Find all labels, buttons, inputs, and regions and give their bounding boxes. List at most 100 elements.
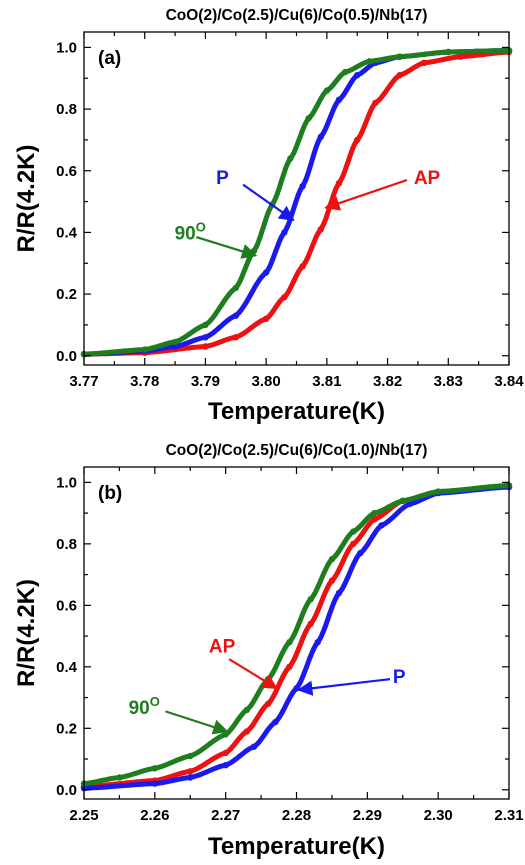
data-point-AP	[307, 620, 314, 627]
x-tick-label: 3.77	[69, 373, 98, 390]
annotation-superscript: O	[196, 219, 206, 234]
data-point-P	[222, 762, 229, 769]
series-90	[80, 482, 513, 787]
data-point-P	[354, 72, 361, 79]
annotation-arrow-AP	[324, 178, 408, 211]
y-tick-label: 0.4	[56, 224, 78, 241]
data-point-90	[350, 528, 357, 535]
data-point-90	[243, 706, 251, 714]
data-point-90	[435, 488, 442, 495]
x-tick-label: 2.25	[69, 807, 98, 824]
data-point-P	[262, 269, 270, 276]
data-point-AP	[232, 334, 239, 341]
chart-panel-a: CoO(2)/Co(2.5)/Cu(6)/Co(0.5)/Nb(17) 3.77 3…	[13, 7, 524, 425]
data-point-90	[232, 284, 239, 292]
x-axis-label: Temperature(K)	[208, 398, 385, 425]
x-axis-label: Temperature(K)	[208, 833, 385, 860]
data-point-P	[299, 183, 306, 190]
annotation-label-P: P	[216, 168, 229, 189]
data-point-P	[317, 133, 324, 140]
data-point-90	[116, 774, 123, 781]
data-point-P	[314, 639, 321, 646]
data-point-P	[232, 312, 239, 319]
data-point-P	[171, 343, 179, 350]
data-point-90	[366, 58, 373, 65]
annotation-label-90: 90O	[175, 219, 206, 244]
data-point-90	[187, 752, 194, 760]
data-point-90	[399, 497, 406, 504]
y-tick-label: 1.0	[56, 474, 77, 491]
data-point-P	[335, 96, 343, 104]
x-tick-label: 3.78	[130, 373, 159, 390]
data-point-AP	[328, 577, 336, 584]
x-tick-label: 2.28	[282, 807, 311, 824]
data-point-AP	[372, 99, 379, 107]
data-point-AP	[202, 343, 209, 350]
x-tick-label: 3.80	[252, 373, 281, 390]
x-tick-label: 2.31	[494, 807, 523, 824]
y-axis-label: R/R(4.2K)	[13, 579, 40, 687]
annotation-label-P: P	[393, 667, 406, 688]
data-point-90	[151, 765, 158, 772]
y-tick-label: 0.8	[56, 536, 77, 553]
data-point-90	[323, 87, 331, 94]
y-tick-label: 0.0	[56, 348, 77, 365]
data-point-90	[287, 155, 294, 162]
data-point-AP	[286, 663, 293, 670]
annotation-arrow-P	[242, 183, 295, 221]
chart-title: CoO(2)/Co(2.5)/Cu(6)/Co(0.5)/Nb(17)	[166, 7, 428, 24]
data-point-AP	[371, 516, 378, 523]
annotation-label-AP: AP	[209, 636, 236, 657]
data-point-P	[187, 774, 194, 781]
data-point-AP	[262, 315, 270, 322]
annotation-arrow-P	[297, 678, 391, 696]
x-tick-label: 3.82	[373, 373, 402, 390]
data-point-90	[341, 68, 349, 76]
data-point-P	[272, 718, 279, 726]
data-point-90	[328, 556, 336, 563]
data-point-90	[171, 338, 179, 346]
series-line-90	[81, 48, 512, 357]
data-point-AP	[350, 540, 357, 548]
data-point-90	[222, 731, 229, 738]
x-tick-label: 2.30	[424, 807, 453, 824]
data-point-AP	[335, 179, 343, 187]
data-point-P	[202, 334, 209, 341]
data-point-AP	[396, 72, 403, 79]
x-tick-label: 3.79	[191, 373, 220, 390]
panel-label: (a)	[98, 48, 121, 69]
data-point-AP	[265, 700, 272, 707]
data-point-P	[250, 743, 258, 750]
y-tick-label: 0.6	[56, 163, 77, 180]
series-line-P	[81, 484, 512, 791]
x-tick-label: 2.29	[353, 807, 382, 824]
x-tick-label: 3.81	[312, 373, 341, 390]
series-line-AP	[81, 484, 512, 790]
x-tick-label: 3.83	[434, 373, 463, 390]
y-tick-label: 0.2	[56, 720, 77, 737]
data-point-AP	[243, 728, 251, 735]
y-tick-label: 0.0	[56, 782, 77, 799]
series-line-90	[81, 482, 512, 787]
data-point-AP	[281, 294, 288, 301]
data-point-90	[202, 321, 209, 329]
y-tick-label: 0.4	[56, 659, 78, 676]
data-point-90	[307, 596, 314, 603]
y-tick-label: 0.2	[56, 286, 77, 303]
data-point-P	[357, 549, 364, 557]
panel-label: (b)	[98, 483, 122, 504]
annotation-arrow-AP	[228, 658, 278, 690]
annotation-arrow-90	[195, 235, 258, 259]
data-point-AP	[457, 53, 464, 60]
annotation-label-90: 90O	[129, 694, 160, 719]
data-point-90	[396, 53, 403, 60]
chart-title: CoO(2)/Co(2.5)/Cu(6)/Co(1.0)/Nb(17)	[166, 442, 428, 459]
data-point-AP	[354, 136, 361, 144]
data-point-90	[305, 115, 312, 122]
annotation-superscript: O	[150, 694, 160, 709]
data-point-P	[281, 229, 288, 236]
chart-panel-b: CoO(2)/Co(2.5)/Cu(6)/Co(1.0)/Nb(17) 2.25 2…	[13, 442, 524, 860]
x-tick-label: 3.84	[494, 373, 524, 390]
y-tick-label: 1.0	[56, 39, 77, 56]
data-point-AP	[222, 749, 229, 757]
